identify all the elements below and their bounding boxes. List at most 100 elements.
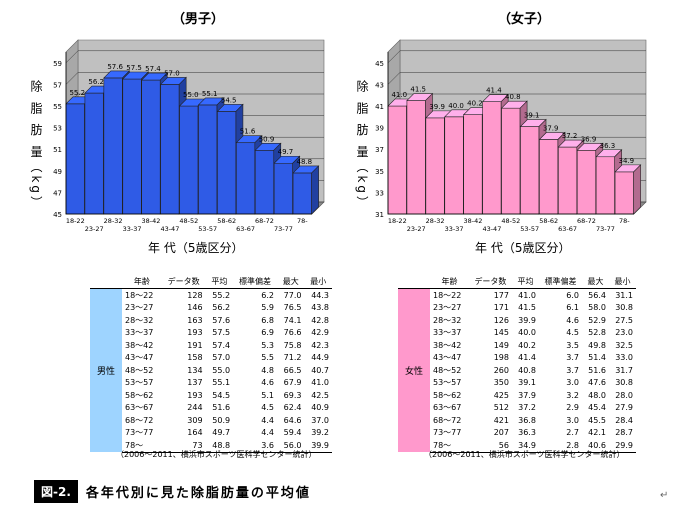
table-cell: 43〜47 — [122, 352, 162, 365]
bar-front — [123, 79, 142, 214]
y-tick-label: 47 — [53, 189, 62, 197]
x-tick-label: 58-62 — [217, 217, 236, 225]
x-tick-label: 68-72 — [577, 217, 596, 225]
x-tick-label: 43-47 — [160, 225, 179, 233]
bar-front — [577, 150, 596, 214]
table-cell: 128 — [162, 289, 206, 302]
table-cell: 193 — [162, 327, 206, 340]
male-stats-table: 年齢 データ数 平均 標準偏差 最大 最小 男性 18〜22 128 55.2 6.2 7… — [90, 274, 332, 453]
table-cell: 39.1 — [512, 377, 539, 390]
x-tick-label: 28-32 — [426, 217, 445, 225]
table-row: 63〜67 244 51.6 4.5 62.4 40.9 — [90, 402, 332, 415]
table-cell: 50.9 — [206, 414, 234, 427]
bar-front — [293, 173, 312, 214]
y-tick-label: 33 — [375, 189, 384, 197]
data-label: 40.8 — [505, 93, 521, 101]
bar-front — [180, 106, 199, 214]
table-cell: 41.0 — [512, 289, 539, 302]
table-header-row: 年齢 データ数 平均 標準偏差 最大 最小 — [398, 274, 636, 289]
table-cell: 28.7 — [609, 427, 636, 440]
table-cell: 6.9 — [233, 327, 277, 340]
table-row: 63〜67 512 37.2 2.9 45.4 27.9 — [398, 402, 636, 415]
bar-front — [85, 93, 104, 214]
bar-front — [255, 150, 274, 214]
x-tick-label: 48-52 — [501, 217, 520, 225]
y-tick-label: 45 — [53, 211, 62, 219]
table-cell: 425 — [469, 389, 512, 402]
table-cell: 73〜77 — [430, 427, 469, 440]
table-cell: 421 — [469, 414, 512, 427]
table-cell: 71.2 — [277, 352, 305, 365]
table-cell: 62.4 — [277, 402, 305, 415]
x-tick-label: 48-52 — [179, 217, 198, 225]
data-label: 51.6 — [240, 128, 256, 136]
table-row: 28〜32 163 57.6 6.8 74.1 42.8 — [90, 314, 332, 327]
bar-front — [464, 115, 483, 214]
female-table-source: （2006〜2011、横浜市スポーツ医科学センター統計） — [424, 449, 625, 460]
y-tick-label: 51 — [53, 146, 62, 154]
table-cell: 32.5 — [609, 339, 636, 352]
sex-label-cell: 男性 — [90, 289, 122, 453]
table-cell: 52.9 — [582, 314, 609, 327]
table-cell: 37.0 — [304, 414, 332, 427]
table-cell: 3.0 — [539, 377, 582, 390]
header-min: 最小 — [304, 274, 332, 289]
table-cell: 43.8 — [304, 302, 332, 315]
header-sd: 標準偏差 — [233, 274, 277, 289]
table-row: 38〜42 191 57.4 5.3 75.8 42.3 — [90, 339, 332, 352]
x-tick-label: 53-57 — [198, 225, 217, 233]
table-cell: 40.2 — [512, 339, 539, 352]
table-cell: 23.0 — [609, 327, 636, 340]
x-tick-label: 58-62 — [539, 217, 558, 225]
table-cell: 68〜72 — [122, 414, 162, 427]
x-tick-label: 68-72 — [255, 217, 274, 225]
bar-front — [615, 172, 634, 214]
table-row: 53〜57 350 39.1 3.0 47.6 30.8 — [398, 377, 636, 390]
table-row: 73〜77 207 36.3 2.7 42.1 28.7 — [398, 427, 636, 440]
x-tick-label: 28-32 — [104, 217, 123, 225]
x-tick-label: 43-47 — [482, 225, 501, 233]
x-tick-label: 38-42 — [142, 217, 161, 225]
x-tick-label: 73-77 — [596, 225, 615, 233]
x-tick-label: 23-27 — [85, 225, 104, 233]
bar-front — [426, 118, 445, 214]
table-cell: 55.2 — [206, 289, 234, 302]
table-cell: 3.7 — [539, 364, 582, 377]
data-label: 41.5 — [410, 86, 426, 94]
table-cell: 49.8 — [582, 339, 609, 352]
table-cell: 6.0 — [539, 289, 582, 302]
table-cell: 57.6 — [206, 314, 234, 327]
x-tick-label: 78- — [297, 217, 308, 225]
table-cell: 30.8 — [609, 302, 636, 315]
table-row: 68〜72 309 50.9 4.4 64.6 37.0 — [90, 414, 332, 427]
table-cell: 42.3 — [304, 339, 332, 352]
table-row: 43〜47 158 57.0 5.5 71.2 44.9 — [90, 352, 332, 365]
table-cell: 40.9 — [304, 402, 332, 415]
table-cell: 3.2 — [539, 389, 582, 402]
data-label: 36.9 — [581, 135, 597, 143]
table-cell: 4.5 — [539, 327, 582, 340]
table-cell: 6.1 — [539, 302, 582, 315]
table-row: 53〜57 137 55.1 4.6 67.9 41.0 — [90, 377, 332, 390]
table-cell: 75.8 — [277, 339, 305, 352]
table-cell: 64.6 — [277, 414, 305, 427]
bar-front — [104, 78, 123, 214]
x-tick-label: 53-57 — [520, 225, 539, 233]
header-max: 最大 — [582, 274, 609, 289]
table-cell: 42.5 — [304, 389, 332, 402]
sex-label-cell: 女性 — [398, 289, 430, 453]
table-cell: 58.0 — [582, 302, 609, 315]
table-row: 23〜27 146 56.2 5.9 76.5 43.8 — [90, 302, 332, 315]
data-label: 48.8 — [297, 158, 313, 166]
bar-front — [217, 111, 236, 214]
bar-side — [634, 165, 641, 214]
table-cell: 48〜52 — [122, 364, 162, 377]
table-cell: 59.4 — [277, 427, 305, 440]
data-label: 37.2 — [562, 132, 578, 140]
table-cell: 309 — [162, 414, 206, 427]
bar-front — [198, 105, 217, 214]
bar-front — [558, 147, 577, 214]
table-cell: 23〜27 — [430, 302, 469, 315]
table-cell: 6.8 — [233, 314, 277, 327]
y-tick-label: 35 — [375, 168, 384, 176]
